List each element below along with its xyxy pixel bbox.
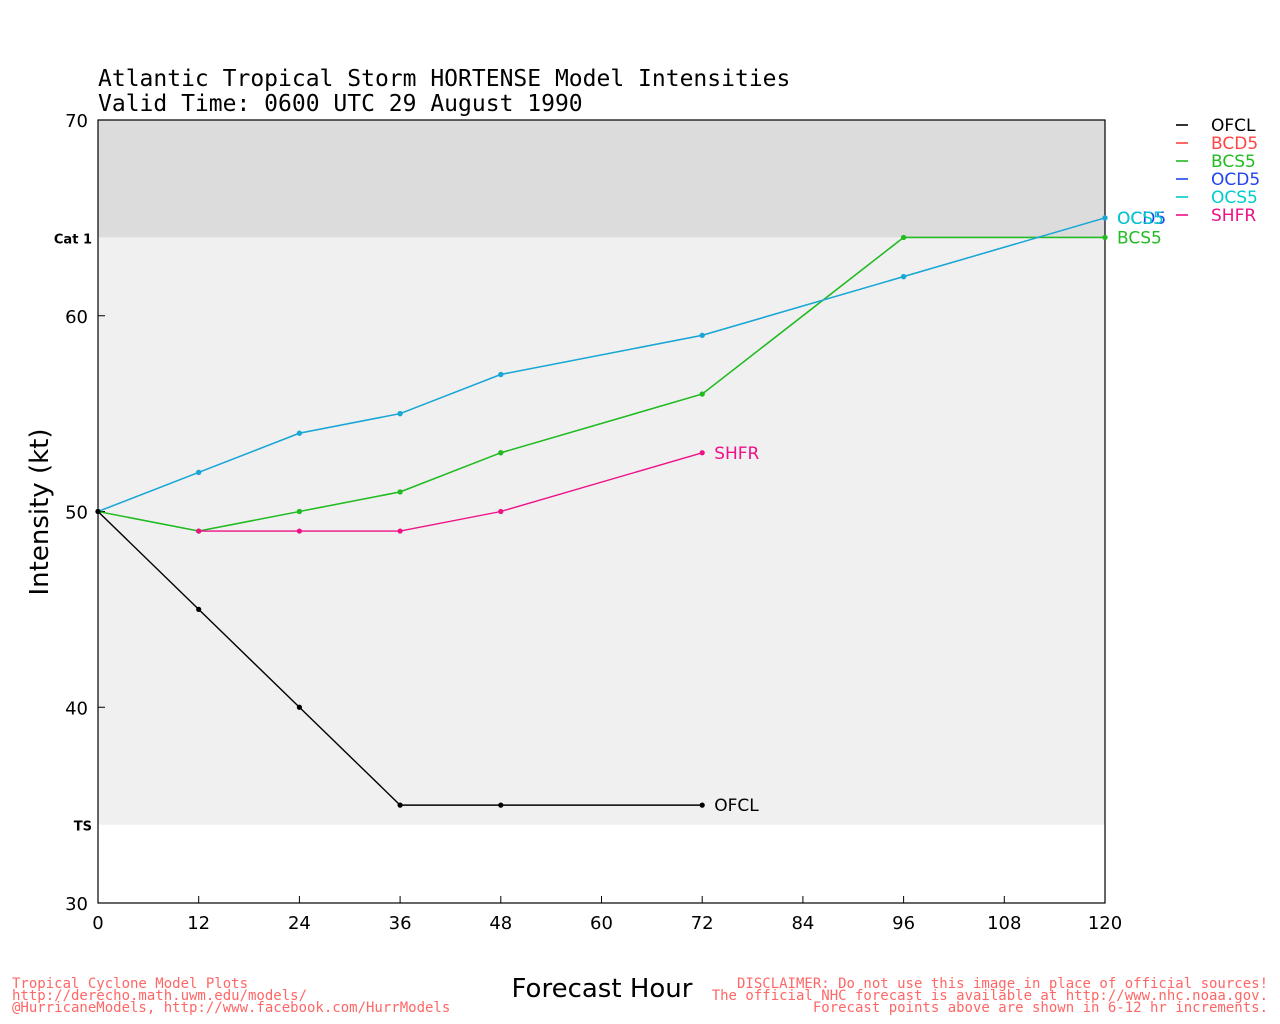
data-point-bcs5 <box>901 234 907 241</box>
data-point-shfr <box>196 528 202 534</box>
data-point-ocs5 <box>397 411 403 417</box>
category-label: TS <box>74 820 92 835</box>
data-point-bcs5 <box>296 508 302 515</box>
y-tick-label: 60 <box>65 307 88 328</box>
data-point-shfr <box>397 528 403 534</box>
x-tick-label: 36 <box>389 913 412 934</box>
x-tick-label: 120 <box>1088 913 1122 934</box>
legend-label: OFCL <box>1211 116 1256 136</box>
y-tick-label: 40 <box>65 698 88 719</box>
x-tick-label: 84 <box>791 913 814 934</box>
category-labels: Cat 1 TS <box>54 232 92 834</box>
end-label-ocs5: OCS5 <box>1117 209 1164 229</box>
footer-left: Tropical Cyclone Model Plots http://dere… <box>12 976 450 1016</box>
data-point-shfr <box>498 508 504 515</box>
data-point-shfr <box>296 528 302 534</box>
series-line-ocs5 <box>97 217 1106 513</box>
data-point-bcs5 <box>699 391 705 397</box>
footer-right: DISCLAIMER: Do not use this image in pla… <box>712 976 1268 1016</box>
x-tick-label: 48 <box>489 913 512 934</box>
data-point-ocs5 <box>1102 215 1108 221</box>
footer-right-line: The official NHC forecast is available a… <box>712 988 1268 1004</box>
x-axis-label: Forecast Hour <box>512 974 693 1004</box>
footer-left-line: Tropical Cyclone Model Plots <box>12 976 248 992</box>
data-point-bcs5 <box>498 450 504 456</box>
series-line-ofcl <box>97 510 703 806</box>
data-point-ofcl <box>296 704 302 710</box>
y-tick-label: 50 <box>65 503 88 524</box>
legend-label: OCS5 <box>1211 188 1258 208</box>
intensity-band <box>98 120 1105 238</box>
x-tick-label: 12 <box>187 913 210 934</box>
end-label-ocd5: OCD5 <box>1117 209 1166 229</box>
series-shfr <box>196 450 705 534</box>
data-point-ofcl <box>397 802 403 808</box>
legend-label: BCS5 <box>1211 152 1256 172</box>
data-point-ocs5 <box>296 430 302 436</box>
x-tick-label: 96 <box>892 913 915 934</box>
x-tick-label: 60 <box>590 913 613 934</box>
series-ofcl <box>95 508 705 808</box>
legend-label: BCD5 <box>1211 134 1258 154</box>
chart-title: Atlantic Tropical Storm HORTENSE Model I… <box>98 66 790 92</box>
data-point-ofcl <box>699 802 705 808</box>
y-axis-label: Intensity (kt) <box>25 429 55 596</box>
data-point-bcs5 <box>1102 234 1108 241</box>
y-tick-label: 70 <box>65 111 88 132</box>
data-point-ofcl <box>95 508 101 515</box>
series-lines <box>95 215 1108 808</box>
intensity-bands <box>98 120 1105 825</box>
x-tick-label: 0 <box>92 913 103 934</box>
data-point-ocs5 <box>699 332 705 338</box>
data-point-shfr <box>699 450 705 456</box>
footer-right-line: DISCLAIMER: Do not use this image in pla… <box>737 976 1268 992</box>
data-point-ocs5 <box>196 469 202 475</box>
data-point-ofcl <box>498 802 504 808</box>
footer-left-line: @HurricaneModels, http://www.facebook.co… <box>12 1000 450 1016</box>
y-tick-label: 30 <box>65 894 88 915</box>
footer-left-line: http://derecho.math.uwm.edu/models/ <box>12 988 307 1004</box>
series-ocs5 <box>95 215 1108 515</box>
x-tick-label: 24 <box>288 913 311 934</box>
series-line-bcs5 <box>97 236 1105 532</box>
data-point-ocs5 <box>498 371 504 378</box>
end-label-bcs5: BCS5 <box>1117 228 1162 248</box>
legend-label: SHFR <box>1211 206 1256 226</box>
data-point-ofcl <box>196 606 202 612</box>
axis-ticks: 0 12 24 36 48 60 72 84 96 108 120 30 40 50 60 70 <box>65 111 1122 934</box>
x-tick-label: 108 <box>987 913 1021 934</box>
x-tick-label: 72 <box>691 913 714 934</box>
data-point-ocs5 <box>901 274 907 280</box>
legend-label: OCD5 <box>1211 170 1260 190</box>
end-label-shfr: SHFR <box>714 444 759 464</box>
footer-right-line: Forecast points above are shown in 6-12 … <box>813 1000 1268 1016</box>
data-point-bcs5 <box>397 489 403 495</box>
chart-subtitle: Valid Time: 0600 UTC 29 August 1990 <box>98 91 583 117</box>
end-label-ofcl: OFCL <box>714 796 759 816</box>
category-label: Cat 1 <box>54 232 92 247</box>
